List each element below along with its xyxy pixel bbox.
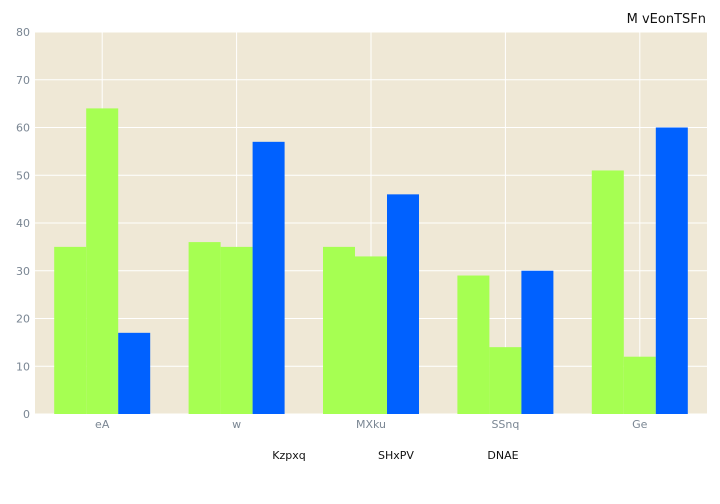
chart-title: M vEonTSFn: [627, 12, 706, 27]
y-tick-label: 0: [23, 408, 30, 421]
bar-2-3: [355, 256, 387, 414]
y-tick-label: 20: [16, 313, 30, 326]
bar-3-5: [655, 127, 688, 414]
bar-3-4: [521, 270, 554, 414]
bar-1-2: [188, 242, 221, 414]
x-tick-label: w: [232, 418, 241, 431]
legend-item: DNAE: [487, 449, 518, 462]
y-tick-label: 50: [16, 169, 30, 182]
bar-3-3: [387, 194, 419, 414]
bar-1-4: [457, 275, 490, 414]
legend: Kzpxq SHxPV DNAE: [272, 449, 518, 462]
y-tick-label: 60: [16, 122, 30, 135]
y-tick-label: 10: [16, 360, 30, 373]
bar-1-3: [323, 246, 355, 414]
x-tick-label: MXku: [356, 418, 386, 431]
bar-2-5: [623, 356, 656, 414]
y-tick-label: 30: [16, 265, 30, 278]
y-tick-label: 80: [16, 26, 30, 39]
bar-1-1: [54, 246, 87, 414]
y-tick-label: 40: [16, 217, 30, 230]
bar-2-2: [220, 246, 253, 414]
legend-item: SHxPV: [378, 449, 414, 462]
bar-2-1: [86, 108, 119, 415]
x-tick-label: Ge: [632, 418, 648, 431]
bar-1-5: [591, 170, 624, 414]
x-axis: eA w MXku SSnq Ge: [95, 418, 648, 431]
x-tick-label: SSnq: [491, 418, 519, 431]
bar-3-2: [252, 141, 285, 414]
legend-item: Kzpxq: [272, 449, 305, 462]
bars: [54, 108, 688, 415]
y-axis: 0 10 20 30 40 50 60 70 80: [16, 26, 30, 421]
x-tick-label: eA: [95, 418, 110, 431]
y-tick-label: 70: [16, 74, 30, 87]
bar-3-1: [118, 332, 151, 414]
bar-2-4: [489, 347, 522, 414]
